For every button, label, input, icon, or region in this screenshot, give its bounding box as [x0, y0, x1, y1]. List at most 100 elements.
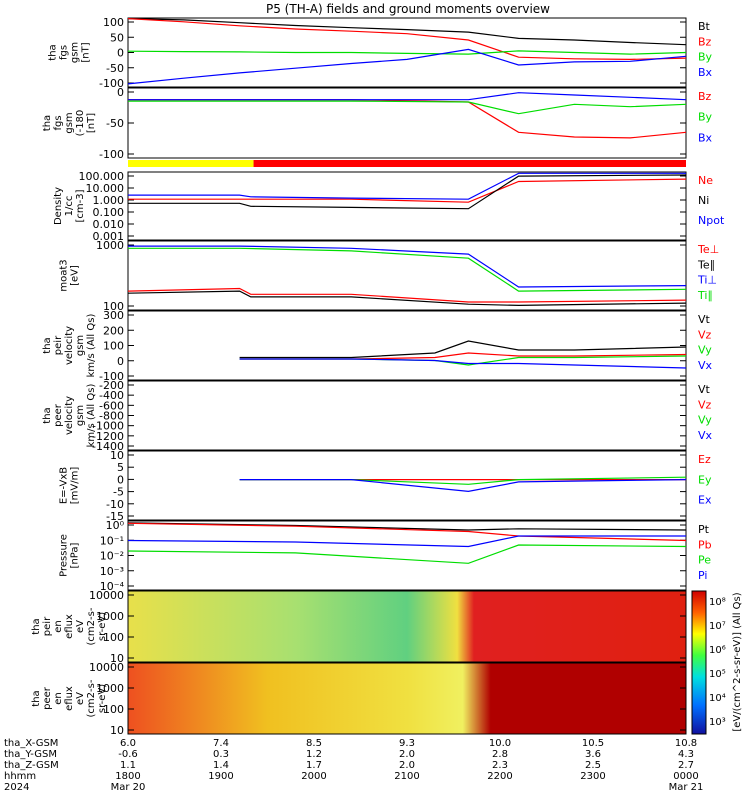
x-axis-tick-label: 8.5: [306, 738, 322, 749]
series-line-Bx: [128, 92, 687, 101]
y-tick-label: -50: [106, 62, 124, 75]
colorbar-tick-label: 10⁴: [709, 693, 726, 704]
colorbar-tick-label: 10⁷: [709, 621, 726, 632]
panel-fgs_gse_zoom: 0 -50 -100 tha fgs gsm (-180 [nT] Bz By Bx: [42, 86, 713, 161]
series-line-By: [127, 50, 687, 55]
panel-fgs_gsm: 100 50 0 -50 -100 tha fgs gsm [nT] Bt Bz By Bx: [48, 16, 713, 90]
x-axis-tick-label: 0000: [673, 771, 698, 782]
y-tick-label: 300: [103, 309, 124, 322]
x-axis-tick-label: 2.0: [399, 760, 415, 771]
y-axis-label: peir: [53, 335, 64, 355]
x-axis-tick-label: 2200: [487, 771, 512, 782]
y-tick-label: 1000: [96, 610, 124, 623]
y-axis-label: sr-eV): [97, 684, 108, 713]
legend-entry: Vt: [698, 313, 711, 326]
legend-entry: Ne: [698, 174, 713, 187]
x-axis-tick-label: 2100: [394, 771, 419, 782]
panel-pressure: 10⁰ 10⁻¹ 10⁻² 10⁻³ 10⁻⁴ Pressure [nPa] Pt Pb Pe Pi: [59, 519, 712, 593]
series-line-Pe: [127, 544, 687, 564]
legend-entry: Vz: [698, 398, 712, 411]
x-axis-tick-label: 0.3: [213, 749, 229, 760]
legend-entry: Vy: [698, 414, 712, 427]
y-tick-label: 10.000: [86, 182, 125, 195]
orbit-bar-yellow: [128, 160, 254, 167]
legend-entry: Pb: [698, 538, 712, 551]
panel-temperature: 1000 100 moat3 [eV] Te⊥ Te∥ Ti⊥ Ti∥: [59, 239, 720, 313]
series-line-Te∥: [127, 290, 687, 307]
y-tick-label: -1000: [92, 420, 124, 433]
y-tick-label: 5: [117, 461, 124, 474]
x-axis-tick-label: Mar 21: [669, 782, 704, 793]
x-axis-tick-label: Mar 20: [111, 782, 146, 793]
y-axis-label: tha: [31, 690, 42, 706]
y-tick-label: 10: [110, 652, 124, 665]
y-tick-label: 10⁻²: [100, 550, 124, 563]
y-axis-label: (cm2-s-: [86, 679, 97, 717]
y-tick-label: 10⁻³: [100, 565, 124, 578]
x-axis-row-label: tha_Z-GSM: [4, 760, 59, 771]
panel-frame: [127, 17, 687, 88]
legend-entry: Vz: [698, 328, 712, 341]
colorbar-tick-label: 10⁵: [709, 669, 726, 680]
y-tick-label: -15: [106, 510, 124, 523]
panel-peer_velocity: -200-400-600-800-1000-1200-1400 tha peer ve…: [42, 379, 713, 453]
y-tick-label: 0.010: [93, 218, 125, 231]
x-axis-tick-label: 9.3: [399, 738, 415, 749]
heatmap-image: [128, 663, 686, 734]
series-line-Vt: [239, 340, 687, 359]
legend-entry: Vy: [698, 344, 712, 357]
y-axis-label: gsm: [70, 42, 81, 63]
x-axis-tick-label: 10.8: [675, 738, 697, 749]
panel-frame: [127, 380, 687, 451]
orbit-bar-red: [253, 160, 687, 167]
y-tick-label: 100: [103, 703, 124, 716]
y-tick-label: -100: [99, 77, 124, 90]
legend-entry: Pt: [698, 523, 710, 536]
y-tick-label: -100: [99, 370, 124, 383]
x-axis-tick-label: 2.0: [399, 749, 415, 760]
panel-frame: [127, 520, 687, 591]
x-axis-row-label: hhmm: [4, 771, 36, 782]
legend-entry: Bx: [698, 66, 713, 79]
y-axis-label: km/s (All Qs): [86, 314, 97, 378]
y-tick-label: -5: [113, 486, 124, 499]
legend-entry: Npot: [698, 214, 725, 227]
series-line-Te⊥: [127, 287, 687, 303]
legend-entry: By: [698, 51, 713, 64]
series-line-Pt: [127, 522, 687, 531]
legend-entry: Bt: [698, 20, 711, 33]
y-tick-label: 0: [117, 473, 124, 486]
panel-frame: [127, 87, 687, 159]
y-axis-label: sr-eV): [97, 612, 108, 641]
y-axis-label: moat3: [59, 259, 70, 291]
x-axis-tick-label: 6.0: [120, 738, 136, 749]
x-axis-tick-label: 2.3: [492, 760, 508, 771]
y-axis-label: eV: [75, 692, 86, 705]
y-axis-label: gsm: [75, 405, 86, 426]
y-axis-label: velocity: [64, 326, 75, 365]
y-axis-label: [eV]: [70, 265, 81, 286]
legend-entry: By: [698, 111, 713, 124]
heatmap-image: [128, 591, 686, 662]
y-tick-label: -600: [99, 399, 124, 412]
x-axis-tick-label: 10.5: [582, 738, 604, 749]
y-tick-label: 0: [117, 86, 124, 99]
x-axis-tick-label: 10.0: [489, 738, 511, 749]
panel-frame: [127, 450, 687, 521]
y-axis-label: fgs: [53, 115, 64, 130]
y-axis-label: tha: [31, 618, 42, 634]
panel-frame: [127, 171, 687, 241]
x-axis-tick-label: 3.6: [585, 749, 601, 760]
x-axis-tick-label: 1900: [208, 771, 233, 782]
y-axis-label: km/s (All Qs): [86, 384, 97, 448]
legend-entry: Te⊥: [697, 243, 719, 256]
x-axis-tick-label: 2.5: [585, 760, 601, 771]
panel-peir_eflux: 10000 1000 100 10 tha peir en eflux eV (cm2-s-sr-…: [31, 589, 687, 665]
series-line-Vx: [239, 358, 687, 369]
y-axis-label: fgs: [59, 45, 70, 60]
series-line-Pb: [127, 522, 687, 542]
panel-peer_eflux: 10000 1000 100 10 tha peer en eflux eV (cm2-s-sr-…: [31, 661, 687, 737]
